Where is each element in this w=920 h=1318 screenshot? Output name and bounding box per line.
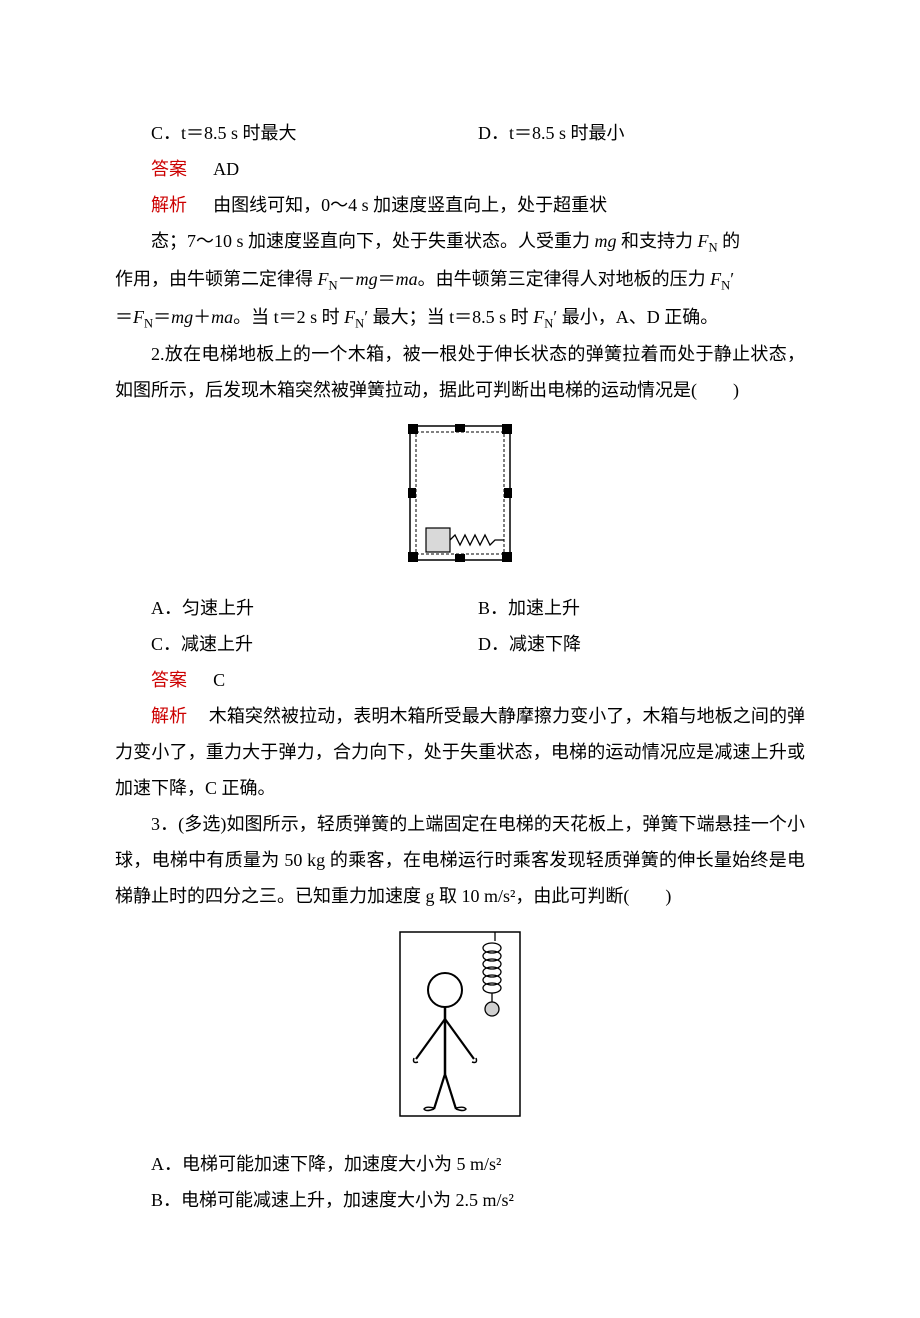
q2-answer-label: 答案 xyxy=(151,662,187,698)
q1-answer-line: 答案 AD xyxy=(115,151,805,187)
q2-option-a: A．匀速上升 xyxy=(151,590,478,626)
q3-stem: 3．(多选)如图所示，轻质弹簧的上端固定在电梯的天花板上，弹簧下端悬挂一个小球，… xyxy=(115,806,805,914)
q1-option-c: C．t＝8.5 s 时最大 xyxy=(151,115,478,151)
q2-figure xyxy=(115,418,805,580)
q1-option-d: D．t＝8.5 s 时最小 xyxy=(478,115,805,151)
q1-jiexi: 解析 由图线可知，0～4 s 加速度竖直向上，处于超重状 xyxy=(115,187,805,223)
q3-option-b: B．电梯可能减速上升，加速度大小为 2.5 m/s² xyxy=(151,1182,805,1218)
formula-mg: mg xyxy=(595,231,617,251)
q1-answer-value: AD xyxy=(213,159,239,179)
q2-answer-line: 答案 C xyxy=(115,662,805,698)
q1-jiexi-label: 解析 xyxy=(151,195,187,215)
q2-stem: 2.放在电梯地板上的一个木箱，被一根处于伸长状态的弹簧拉着而处于静止状态，如图所… xyxy=(115,336,805,408)
q2-jiexi-label: 解析 xyxy=(151,706,187,726)
q2-options-row-ab: A．匀速上升 B．加速上升 xyxy=(151,590,805,626)
q1-options-row-cd: C．t＝8.5 s 时最大 D．t＝8.5 s 时最小 xyxy=(151,115,805,151)
q2-option-b: B．加速上升 xyxy=(478,590,805,626)
q1-jiexi-body3: ＝FN＝mg＋ma。当 t＝2 s 时 FN′ 最大；当 t＝8.5 s 时 F… xyxy=(115,299,805,337)
q1-jiexi-body: 态；7～10 s 加速度竖直向下，处于失重状态。人受重力 mg 和支持力 FN … xyxy=(115,223,805,261)
formula-N-sub: N xyxy=(709,241,718,255)
q2-option-d: D．减速下降 xyxy=(478,626,805,662)
q1-jiexi-line1: 由图线可知，0～4 s 加速度竖直向上，处于超重状 xyxy=(213,195,607,215)
q1-jiexi-body2: 作用，由牛顿第二定律得 FN－mg＝ma。由牛顿第三定律得人对地板的压力 FN′ xyxy=(115,261,805,299)
elevator-person-spring-diagram xyxy=(390,924,530,1124)
elevator-box-diagram xyxy=(400,418,520,568)
q3-figure xyxy=(115,924,805,1136)
q1-answer-label: 答案 xyxy=(151,151,187,187)
q2-answer-value: C xyxy=(213,670,225,690)
formula-F: F xyxy=(698,231,709,251)
q2-option-c: C．减速上升 xyxy=(151,626,478,662)
q3-option-a: A．电梯可能加速下降，加速度大小为 5 m/s² xyxy=(151,1146,805,1182)
q2-jiexi-body: 木箱突然被拉动，表明木箱所受最大静摩擦力变小了，木箱与地板之间的弹力变小了，重力… xyxy=(115,706,805,798)
q2-jiexi: 解析木箱突然被拉动，表明木箱所受最大静摩擦力变小了，木箱与地板之间的弹力变小了，… xyxy=(115,698,805,806)
q2-options-row-cd: C．减速上升 D．减速下降 xyxy=(151,626,805,662)
